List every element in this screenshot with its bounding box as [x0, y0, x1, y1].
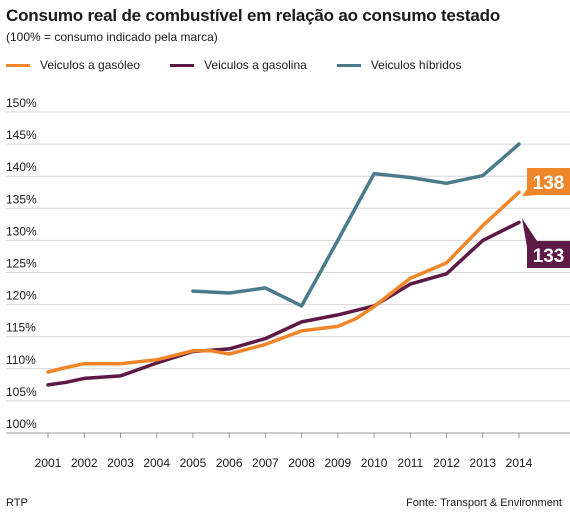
y-tick-label: 150% — [6, 96, 37, 110]
y-tick-label: 110% — [6, 353, 36, 367]
x-tick-label: 2008 — [288, 456, 315, 470]
footer-credit: RTP — [6, 497, 28, 509]
chart-title: Consumo real de combustível em relação a… — [6, 6, 501, 25]
legend-swatch-hybrid — [336, 63, 361, 67]
series-line-1 — [46, 220, 521, 387]
x-tick-label: 2012 — [433, 456, 460, 470]
x-tick-label: 2007 — [252, 456, 279, 470]
y-tick-label: 115% — [6, 321, 36, 335]
legend-label-hybrid: Veiculos híbridos — [370, 58, 462, 72]
x-tick-label: 2006 — [216, 456, 243, 470]
y-tick-label: 100% — [6, 417, 37, 431]
x-tick-label: 2005 — [180, 456, 207, 470]
x-tick-label: 2014 — [506, 456, 533, 470]
y-tick-label: 135% — [6, 192, 37, 206]
legend-swatch-gasoline — [170, 63, 195, 67]
y-tick-label: 145% — [6, 128, 37, 142]
legend-swatch-diesel — [6, 63, 30, 67]
series-line-0 — [46, 190, 521, 374]
x-tick-label: 2009 — [324, 456, 351, 470]
legend-item-gasoline: Veiculos a gasolina — [170, 58, 307, 72]
footer-source: Fonte: Transport & Environment — [406, 497, 562, 509]
legend-label-gasoline: Veiculos a gasolina — [204, 58, 307, 72]
x-tick-label: 2011 — [397, 456, 423, 470]
x-tick-label: 2002 — [71, 456, 98, 470]
end-label-box-1 — [527, 241, 570, 268]
y-tick-label: 140% — [6, 160, 37, 174]
y-tick-label: 125% — [6, 257, 37, 271]
x-tick-label: 2004 — [143, 456, 170, 470]
legend-item-hybrid: Veiculos híbridos — [336, 58, 462, 72]
y-tick-label: 105% — [6, 385, 37, 399]
end-label-box-0 — [527, 168, 570, 195]
chart-subtitle: (100% = consumo indicado pela marca) — [6, 30, 218, 44]
x-tick-label: 2010 — [361, 456, 388, 470]
chart-legend: Veiculos a gasóleo Veiculos a gasolina V… — [6, 58, 492, 72]
series-line-2 — [191, 142, 521, 308]
x-tick-label: 2003 — [107, 456, 134, 470]
legend-label-diesel: Veiculos a gasóleo — [40, 58, 141, 72]
y-tick-label: 130% — [6, 224, 37, 238]
end-label-pointer-1 — [522, 218, 537, 247]
y-tick-label: 120% — [6, 289, 37, 303]
legend-item-diesel: Veiculos a gasóleo — [6, 58, 140, 72]
x-tick-label: 2001 — [35, 456, 62, 470]
end-value-label-1: 133 — [533, 246, 565, 267]
end-value-label-0: 138 — [533, 173, 565, 194]
x-tick-label: 2013 — [469, 456, 496, 470]
